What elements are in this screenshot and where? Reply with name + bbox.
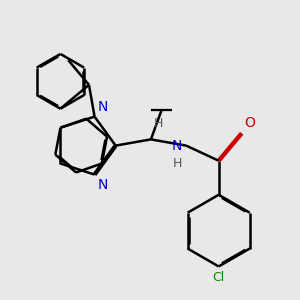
Text: N: N [171, 139, 182, 153]
Text: N: N [98, 100, 108, 114]
Text: O: O [245, 116, 256, 130]
Text: H: H [172, 157, 182, 170]
Text: N: N [98, 178, 108, 192]
Text: Cl: Cl [213, 271, 225, 284]
Text: H: H [154, 117, 163, 130]
